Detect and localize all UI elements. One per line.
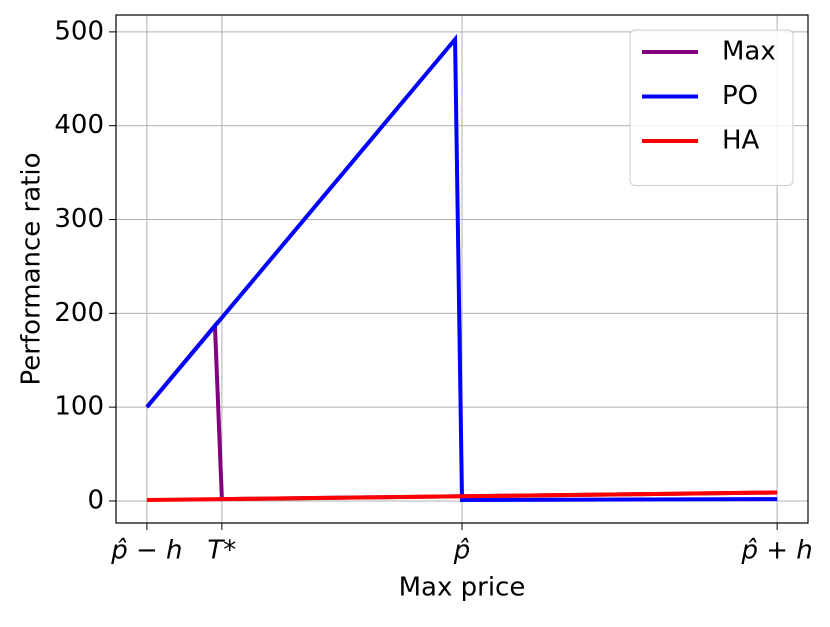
line-series (145, 33, 778, 503)
line-series (146, 490, 778, 503)
legend-box (629, 29, 794, 186)
x-tick-label: p̂ + h (740, 536, 812, 566)
plot-frame (115, 14, 809, 524)
legend-label: PO (722, 81, 758, 111)
x-tick-label: p̂ (453, 536, 471, 566)
y-tick-label: 500 (54, 16, 104, 46)
y-tick-label: 100 (54, 392, 104, 422)
x-tick-label: p̂ − h (110, 536, 182, 566)
x-tick-label: T* (207, 536, 236, 566)
y-tick-label: 300 (54, 204, 104, 234)
y-tick-label: 200 (54, 298, 104, 328)
y-axis-label: Performance ratio (17, 153, 47, 386)
x-axis-label: Max price (399, 573, 526, 603)
legend-label: Max (722, 37, 776, 67)
y-tick-label: 0 (87, 485, 104, 515)
legend-label: HA (722, 126, 760, 156)
y-tick-label: 400 (54, 110, 104, 140)
